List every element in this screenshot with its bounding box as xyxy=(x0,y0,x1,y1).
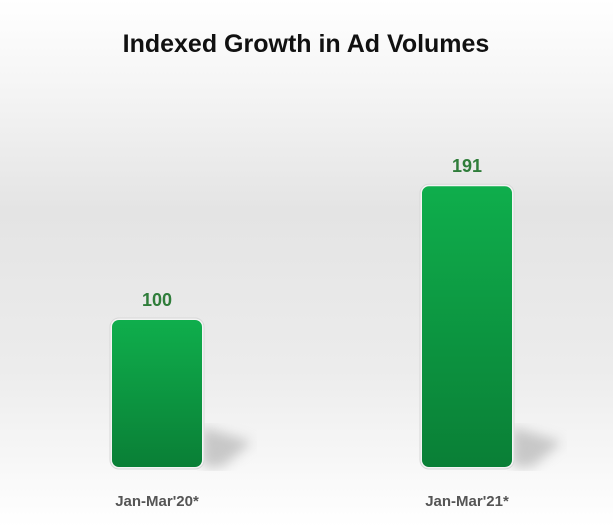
bar-shadow xyxy=(512,427,562,467)
bar xyxy=(112,320,202,467)
data-label: 191 xyxy=(452,156,482,176)
chart-title: Indexed Growth in Ad Volumes xyxy=(123,30,490,58)
data-label: 100 xyxy=(142,290,172,310)
category-label: Jan-Mar'20* xyxy=(115,493,199,510)
bar-shadow xyxy=(202,427,252,467)
bar xyxy=(422,186,512,468)
category-label: Jan-Mar'21* xyxy=(425,493,509,510)
